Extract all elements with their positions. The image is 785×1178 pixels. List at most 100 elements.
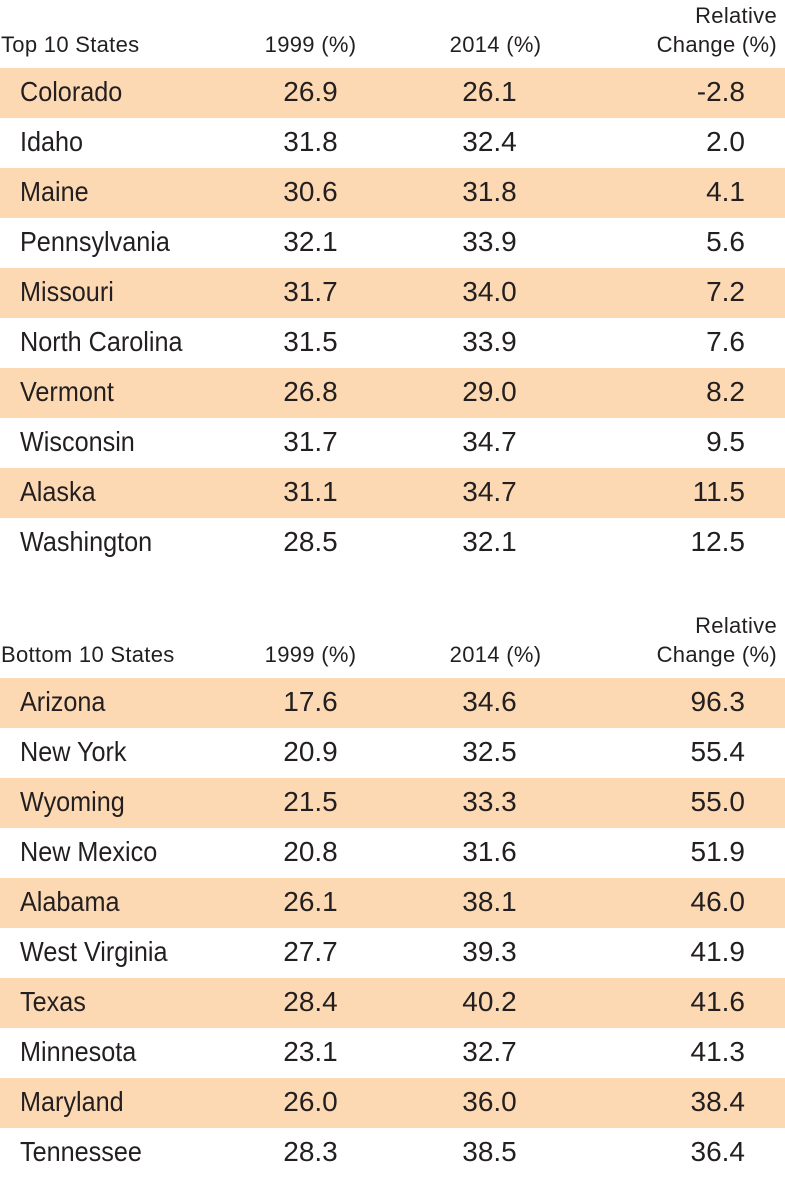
year-1999-cell: 31.5 [283,326,338,357]
year-1999-column-header: 1999 (%) [264,32,357,57]
table-row: North Carolina 31.5 33.9 7.6 [0,318,785,368]
state-cell: Missouri [20,276,114,307]
year-2014-cell: 31.6 [462,836,517,867]
year-2014-cell: 39.3 [462,936,517,967]
year-2014-cell: 32.5 [462,736,517,767]
year-1999-cell: 30.6 [283,176,338,207]
relative-change-header-line2: Change (%) [656,642,777,667]
year-1999-cell: 31.7 [283,426,338,457]
year-2014-cell: 40.2 [462,986,517,1017]
state-cell: Tennessee [20,1136,142,1167]
relative-change-cell: 9.5 [706,426,745,457]
year-1999-cell: 26.0 [283,1086,338,1117]
table-row: Wisconsin 31.7 34.7 9.5 [0,418,785,468]
relative-change-cell: 12.5 [690,526,746,557]
table-row: Arizona 17.6 34.6 96.3 [0,678,785,728]
state-cell: New Mexico [20,836,158,867]
state-cell: Arizona [20,686,106,717]
year-1999-cell: 20.8 [283,836,338,867]
relative-change-cell: 7.2 [706,276,745,307]
state-cell: Idaho [20,126,84,157]
relative-change-column-header: Relative Change (%) [657,1,777,59]
year-2014-cell: 32.1 [462,526,517,557]
relative-change-cell: 7.6 [706,326,745,357]
state-cell: Minnesota [20,1036,137,1067]
table-row: Texas 28.4 40.2 41.6 [0,978,785,1028]
year-2014-column-header: 2014 (%) [449,642,542,667]
relative-change-cell: 55.4 [690,736,746,767]
table-row: New York 20.9 32.5 55.4 [0,728,785,778]
relative-change-header-line1: Relative [695,3,777,28]
table-row: Pennsylvania 32.1 33.9 5.6 [0,218,785,268]
year-2014-cell: 32.4 [462,126,517,157]
relative-change-cell: 96.3 [690,686,746,717]
state-cell: Texas [20,986,86,1017]
relative-change-cell: 41.3 [690,1036,746,1067]
relative-change-cell: 46.0 [690,886,746,917]
state-cell: Wisconsin [20,426,135,457]
relative-change-header-line2: Change (%) [656,32,777,57]
table-row: Wyoming 21.5 33.3 55.0 [0,778,785,828]
relative-change-cell: 8.2 [706,376,745,407]
year-1999-cell: 28.5 [283,526,338,557]
year-2014-cell: 33.9 [462,226,517,257]
relative-change-cell: 55.0 [690,786,746,817]
year-1999-cell: 28.4 [283,986,338,1017]
year-1999-cell: 27.7 [283,936,338,967]
state-cell: New York [20,736,127,767]
year-2014-cell: 38.1 [462,886,517,917]
year-1999-cell: 17.6 [283,686,338,717]
table-row: Washington 28.5 32.1 12.5 [0,518,785,568]
year-1999-cell: 28.3 [283,1136,338,1167]
table-row: Vermont 26.8 29.0 8.2 [0,368,785,418]
year-1999-cell: 20.9 [283,736,338,767]
state-cell: Maryland [20,1086,124,1117]
relative-change-cell: 36.4 [690,1136,746,1167]
year-2014-cell: 34.6 [462,686,517,717]
year-1999-cell: 32.1 [283,226,338,257]
table-row: Maryland 26.0 36.0 38.4 [0,1078,785,1128]
year-2014-cell: 38.5 [462,1136,517,1167]
year-2014-column-header: 2014 (%) [449,32,542,57]
state-cell: Wyoming [20,786,125,817]
relative-change-cell: 38.4 [690,1086,746,1117]
relative-change-header-line1: Relative [695,613,777,638]
year-1999-cell: 21.5 [283,786,338,817]
state-cell: Washington [20,526,153,557]
top-10-states-table: Top 10 States 1999 (%) 2014 (%) Relative… [0,0,785,568]
relative-change-cell: 5.6 [706,226,745,257]
year-1999-cell: 26.9 [283,76,338,107]
year-2014-cell: 33.9 [462,326,517,357]
table-row: Alaska 31.1 34.7 11.5 [0,468,785,518]
year-2014-cell: 26.1 [462,76,517,107]
state-cell: Colorado [20,76,123,107]
table-row: Maine 30.6 31.8 4.1 [0,168,785,218]
year-1999-column-header: 1999 (%) [264,642,357,667]
relative-change-cell: 41.6 [690,986,746,1017]
year-2014-cell: 34.7 [462,426,517,457]
year-1999-cell: 26.8 [283,376,338,407]
relative-change-cell: 51.9 [690,836,746,867]
state-column-header: Top 10 States [1,32,140,57]
table-row: Missouri 31.7 34.0 7.2 [0,268,785,318]
top-table-header: Top 10 States 1999 (%) 2014 (%) Relative… [0,0,785,68]
year-1999-cell: 31.1 [283,476,338,507]
state-column-header: Bottom 10 States [1,642,175,667]
year-2014-cell: 34.7 [462,476,517,507]
relative-change-cell: 41.9 [690,936,746,967]
state-cell: Maine [20,176,89,207]
bottom-10-states-table: Bottom 10 States 1999 (%) 2014 (%) Relat… [0,610,785,1178]
year-2014-cell: 29.0 [462,376,517,407]
state-cell: West Virginia [20,936,168,967]
table-row: New Mexico 20.8 31.6 51.9 [0,828,785,878]
year-1999-cell: 23.1 [283,1036,338,1067]
state-cell: Pennsylvania [20,226,170,257]
year-1999-cell: 26.1 [283,886,338,917]
table-row: Minnesota 23.1 32.7 41.3 [0,1028,785,1078]
year-2014-cell: 33.3 [462,786,517,817]
table-row: Idaho 31.8 32.4 2.0 [0,118,785,168]
year-1999-cell: 31.8 [283,126,338,157]
year-1999-cell: 31.7 [283,276,338,307]
table-row: Colorado 26.9 26.1 -2.8 [0,68,785,118]
state-cell: North Carolina [20,326,183,357]
